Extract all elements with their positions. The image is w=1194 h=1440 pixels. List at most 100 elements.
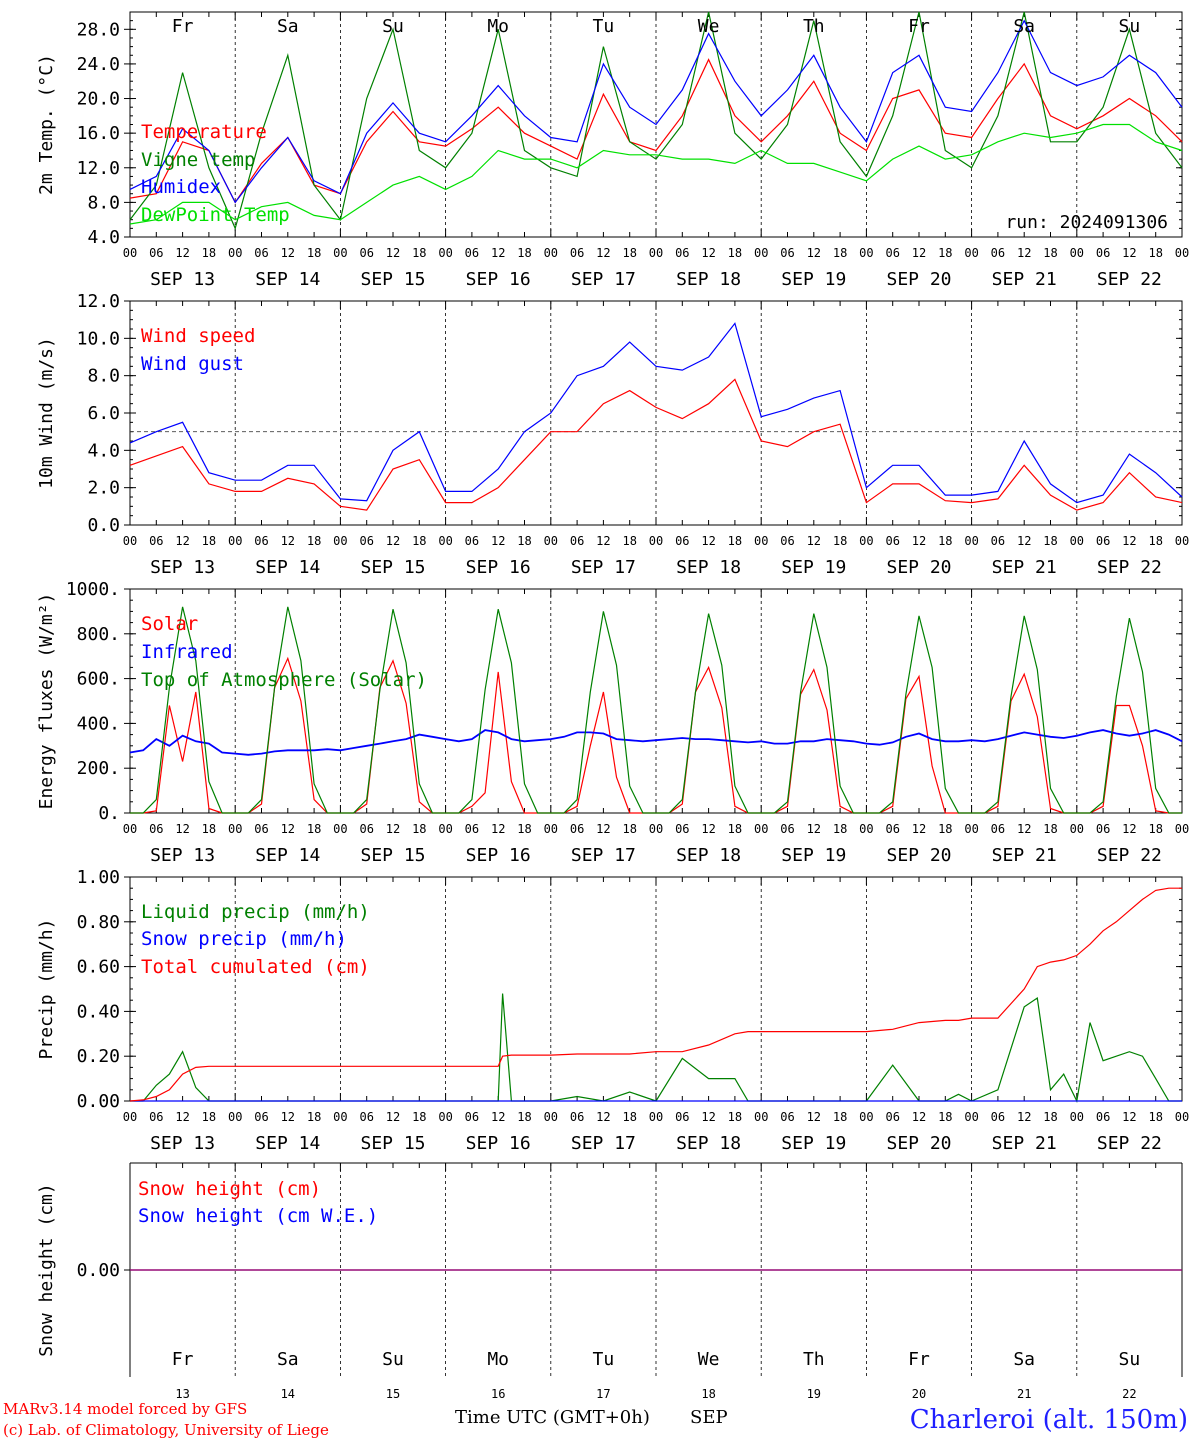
- wind-y-tick-label: 12.0: [77, 291, 120, 312]
- energy-y-tick-label: 1000.: [66, 579, 120, 600]
- temp-hour-tick-label: 00: [964, 246, 978, 260]
- wind-hour-tick-label: 00: [544, 534, 558, 548]
- weekday-label-bottom: Fr: [172, 1349, 194, 1370]
- temp-series-line-3: [129, 123, 1183, 225]
- wind-y-tick-label: 8.0: [87, 366, 120, 387]
- temp-hour-tick-label: 00: [123, 246, 137, 260]
- temp-series-line-0: [129, 58, 1183, 204]
- temp-date-label: SEP 13: [150, 269, 215, 290]
- precip-hour-tick-label: 12: [807, 1110, 821, 1124]
- temp-hour-tick-label: 12: [912, 246, 926, 260]
- energy-hour-tick-label: 06: [1096, 822, 1110, 836]
- day-number-label: 17: [596, 1387, 610, 1401]
- temp-legend-entry: Temperature: [141, 121, 267, 143]
- precip-hour-tick-label: 00: [859, 1110, 873, 1124]
- wind-date-label: SEP 14: [255, 557, 320, 578]
- temp-hour-tick-label: 12: [701, 246, 715, 260]
- wind-hour-tick-label: 12: [596, 534, 610, 548]
- temp-hour-tick-label: 06: [149, 246, 163, 260]
- temp-hour-tick-label: 18: [412, 246, 426, 260]
- wind-hour-tick-label: 00: [649, 534, 663, 548]
- energy-hour-tick-label: 06: [359, 822, 373, 836]
- precip-hour-tick-label: 12: [386, 1110, 400, 1124]
- temp-hour-tick-label: 12: [281, 246, 295, 260]
- weekday-label-bottom: Mo: [487, 1349, 509, 1370]
- energy-hour-tick-label: 00: [123, 822, 137, 836]
- x-axis-title: Time UTC (GMT+0h): [455, 1407, 650, 1428]
- precip-hour-tick-label: 00: [544, 1110, 558, 1124]
- temp-series-line-1: [129, 11, 1183, 231]
- precip-hour-tick-label: 06: [254, 1110, 268, 1124]
- weekday-label-top: Sa: [1013, 16, 1035, 37]
- precip-hour-tick-label: 18: [622, 1110, 636, 1124]
- temp-hour-tick-label: 18: [833, 246, 847, 260]
- wind-hour-tick-label: 00: [859, 534, 873, 548]
- energy-legend-entry: Infrared: [141, 641, 233, 663]
- wind-series-line-1: [129, 322, 1183, 504]
- wind-hour-tick-label: 12: [701, 534, 715, 548]
- wind-hour-tick-label: 00: [228, 534, 242, 548]
- precip-hour-tick-label: 00: [123, 1110, 137, 1124]
- temp-hour-tick-label: 06: [885, 246, 899, 260]
- energy-hour-tick-label: 06: [780, 822, 794, 836]
- precip-hour-tick-label: 12: [491, 1110, 505, 1124]
- temp-y-axis-label: 2m Temp. (°C): [36, 54, 57, 195]
- temp-date-label: SEP 17: [571, 269, 636, 290]
- energy-hour-tick-label: 00: [859, 822, 873, 836]
- energy-hour-tick-label: 12: [701, 822, 715, 836]
- energy-hour-tick-label: 00: [1070, 822, 1084, 836]
- energy-date-label: SEP 20: [886, 845, 951, 866]
- energy-hour-tick-label: 12: [1017, 822, 1031, 836]
- temp-hour-tick-label: 12: [807, 246, 821, 260]
- temp-hour-tick-label: 00: [754, 246, 768, 260]
- wind-hour-tick-label: 18: [1043, 534, 1057, 548]
- wind-hour-tick-label: 18: [412, 534, 426, 548]
- temp-hour-tick-label: 06: [780, 246, 794, 260]
- precip-date-label: SEP 17: [571, 1133, 636, 1154]
- precip-hour-tick-label: 12: [701, 1110, 715, 1124]
- day-number-label: 21: [1017, 1387, 1031, 1401]
- temp-hour-tick-label: 00: [544, 246, 558, 260]
- temp-hour-tick-label: 12: [175, 246, 189, 260]
- day-number-label: 20: [912, 1387, 926, 1401]
- energy-date-label: SEP 18: [676, 845, 741, 866]
- day-number-label: 13: [175, 1387, 189, 1401]
- weekday-label-top: Th: [803, 16, 825, 37]
- precip-y-axis-label: Precip (mm/h): [36, 919, 57, 1060]
- temp-hour-tick-label: 12: [596, 246, 610, 260]
- precip-date-label: SEP 20: [886, 1133, 951, 1154]
- wind-hour-tick-label: 06: [359, 534, 373, 548]
- wind-hour-tick-label: 06: [780, 534, 794, 548]
- precip-hour-tick-label: 06: [359, 1110, 373, 1124]
- energy-hour-tick-label: 12: [807, 822, 821, 836]
- energy-hour-tick-label: 06: [149, 822, 163, 836]
- weekday-label-top: Fr: [172, 16, 194, 37]
- temp-hour-tick-label: 06: [991, 246, 1005, 260]
- weekday-label-bottom: Sa: [277, 1349, 299, 1370]
- wind-hour-tick-label: 12: [1017, 534, 1031, 548]
- precip-hour-tick-label: 06: [991, 1110, 1005, 1124]
- energy-hour-tick-label: 06: [254, 822, 268, 836]
- energy-hour-tick-label: 18: [307, 822, 321, 836]
- energy-legend-entry: Solar: [141, 613, 198, 635]
- energy-hour-tick-label: 06: [991, 822, 1005, 836]
- energy-date-label: SEP 17: [571, 845, 636, 866]
- weekday-label-bottom: Th: [803, 1349, 825, 1370]
- precip-hour-tick-label: 06: [149, 1110, 163, 1124]
- energy-date-label: SEP 16: [466, 845, 531, 866]
- precip-hour-tick-label: 00: [228, 1110, 242, 1124]
- weekday-label-top: Fr: [908, 16, 930, 37]
- energy-date-label: SEP 21: [992, 845, 1057, 866]
- wind-hour-tick-label: 06: [675, 534, 689, 548]
- precip-hour-tick-label: 06: [1096, 1110, 1110, 1124]
- temp-date-label: SEP 20: [886, 269, 951, 290]
- energy-date-label: SEP 15: [360, 845, 425, 866]
- temp-y-tick-label: 8.0: [87, 192, 120, 213]
- temp-hour-tick-label: 18: [307, 246, 321, 260]
- temp-hour-tick-label: 00: [859, 246, 873, 260]
- day-number-label: 19: [807, 1387, 821, 1401]
- run-label: run: 2024091306: [1005, 212, 1168, 233]
- temp-hour-tick-label: 06: [254, 246, 268, 260]
- temp-date-label: SEP 14: [255, 269, 320, 290]
- day-number-label: 16: [491, 1387, 505, 1401]
